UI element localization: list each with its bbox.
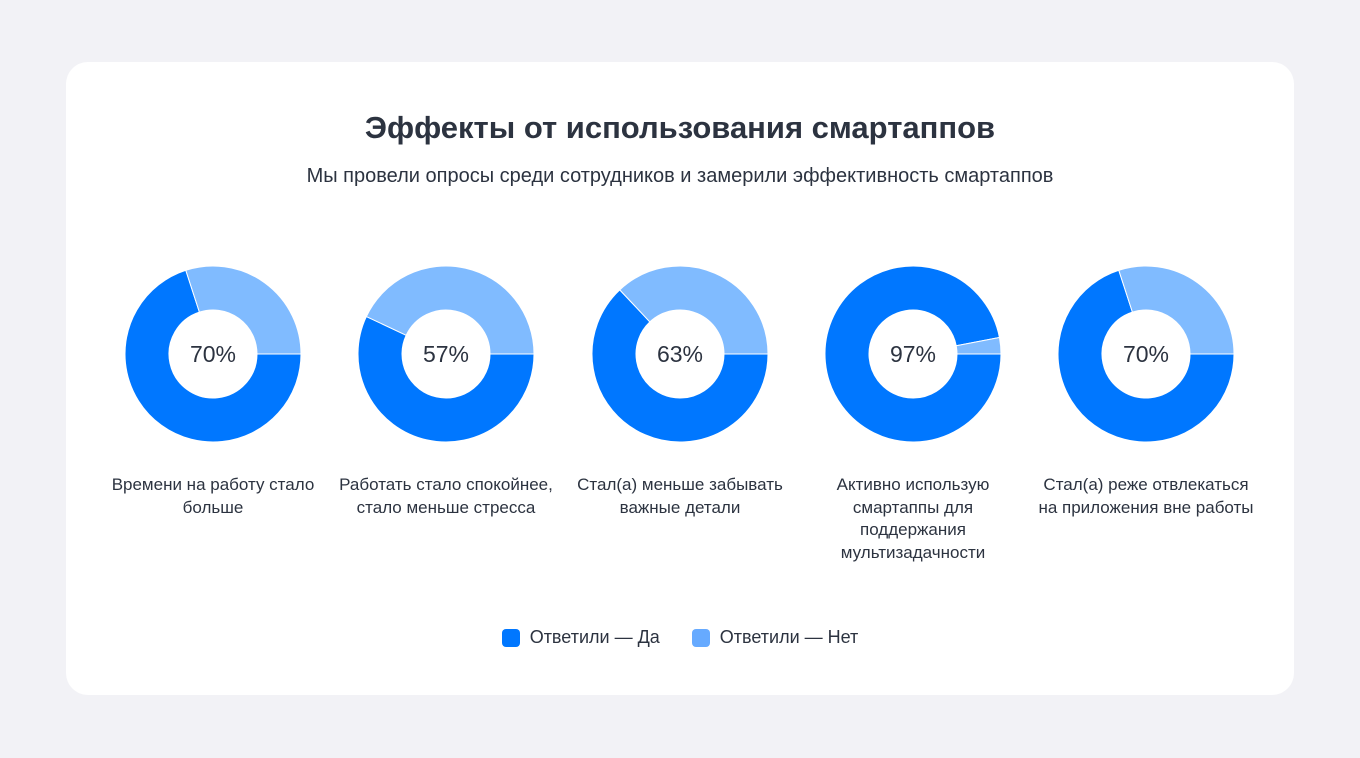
donut-value-label-5: 70%: [1123, 341, 1169, 367]
legend-swatch-no: [691, 628, 710, 647]
donut-segment-no-2: [365, 265, 535, 355]
chart-title: Эффекты от использования смартаппов: [364, 110, 996, 145]
donut-segment-no-4: [955, 336, 1002, 355]
legend-label-no: Ответили — Нет: [719, 627, 859, 647]
legend-item-yes: Ответили — Да: [501, 627, 660, 648]
category-label-4: Активно использую смартаппы для поддержа…: [836, 475, 990, 562]
donut-segment-no-3: [619, 265, 769, 355]
legend: Ответили — Да Ответили — Нет: [0, 627, 1360, 648]
donut-value-label-2: 57%: [423, 341, 469, 367]
legend-item-no: Ответили — Нет: [691, 627, 859, 648]
donut-segment-yes-3: [591, 289, 769, 443]
legend-label-yes: Ответили — Да: [529, 627, 660, 647]
donut-segment-no-1: [185, 265, 302, 355]
donut-segment-yes-1: [124, 269, 302, 443]
donut-segment-yes-4: [824, 265, 1002, 443]
donut-value-label-1: 70%: [190, 341, 236, 367]
donut-value-label-4: 97%: [890, 341, 936, 367]
category-label-2: Работать стало спокойнее, стало меньше с…: [339, 475, 553, 517]
donut-segment-no-5: [1118, 265, 1235, 355]
chart-subtitle: Мы провели опросы среди сотрудников и за…: [306, 165, 1054, 187]
legend-swatch-yes: [501, 628, 520, 647]
donut-value-label-3: 63%: [657, 341, 703, 367]
category-label-5: Стал(а) реже отвлекаться на приложения в…: [1038, 475, 1254, 517]
donut-segment-yes-5: [1057, 269, 1235, 443]
category-label-3: Стал(а) меньше забывать важные детали: [577, 475, 783, 517]
category-label-1: Времени на работу стало больше: [111, 475, 315, 517]
donut-segment-yes-2: [357, 315, 535, 443]
